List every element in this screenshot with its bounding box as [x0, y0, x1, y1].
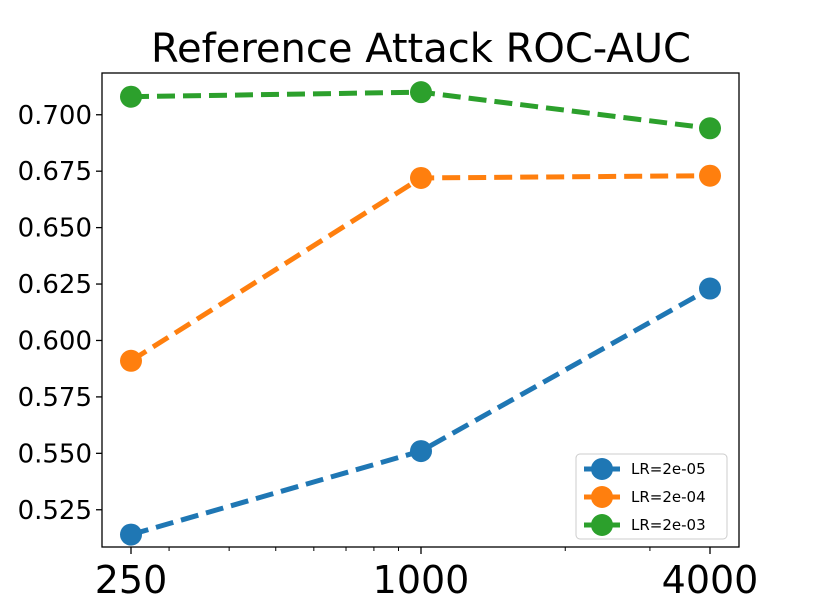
y-tick-label: 0.575: [18, 383, 92, 413]
legend-box: [575, 453, 728, 540]
x-tick-label: 1000: [373, 558, 470, 602]
y-tick-label: 0.700: [18, 101, 92, 131]
y-tick-label: 0.525: [18, 496, 92, 526]
chart-title: Reference Attack ROC-AUC: [151, 26, 691, 72]
legend-marker: [591, 486, 613, 508]
y-tick-label: 0.675: [18, 157, 92, 187]
y-tick-label: 0.625: [18, 270, 92, 300]
data-point: [120, 85, 142, 108]
data-point: [699, 117, 721, 140]
legend-marker: [591, 514, 613, 536]
data-point: [699, 277, 721, 300]
legend-label: LR=2e-04: [631, 488, 706, 506]
series-2: [120, 164, 721, 372]
legend-label: LR=2e-05: [631, 460, 706, 478]
axes: 0.525 0.550 0.575 0.600 0.625 0.650 0.675 0.700…: [18, 101, 759, 602]
data-point: [410, 166, 432, 189]
series-3: [120, 81, 721, 140]
legend-item: LR=2e-05: [584, 458, 706, 480]
data-point: [120, 523, 142, 546]
x-tick-label: 250: [95, 558, 168, 602]
data-point: [699, 164, 721, 187]
series-1: [120, 277, 721, 546]
legend-marker: [591, 458, 613, 480]
legend: LR=2e-05 LR=2e-04 LR=2e-03: [575, 453, 728, 540]
legend-item: LR=2e-03: [584, 514, 706, 536]
legend-item: LR=2e-04: [584, 486, 706, 508]
legend-label: LR=2e-03: [631, 516, 706, 534]
y-tick-label: 0.650: [18, 214, 92, 244]
series-line: [129, 173, 711, 363]
x-tick-label: 4000: [662, 558, 759, 602]
series-layer: [120, 81, 721, 546]
data-point: [120, 349, 142, 372]
data-point: [410, 440, 432, 463]
y-tick-label: 0.550: [18, 439, 92, 469]
data-point: [410, 81, 432, 104]
y-tick-label: 0.600: [18, 326, 92, 356]
